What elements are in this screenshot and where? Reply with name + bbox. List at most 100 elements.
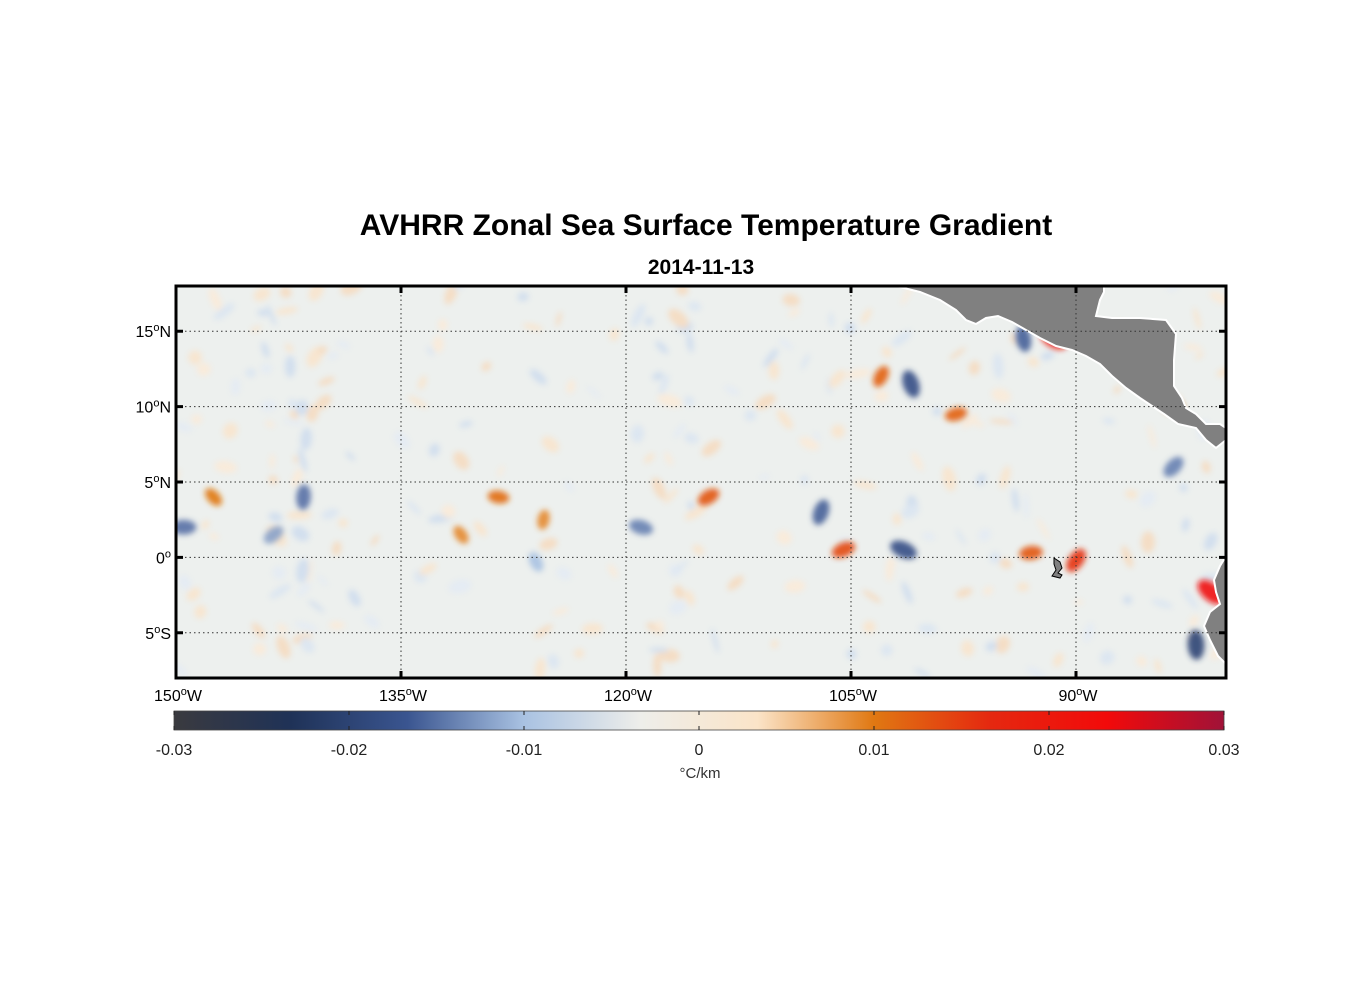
texture-blob (880, 644, 893, 657)
texture-blob (978, 528, 991, 542)
texture-blob (655, 341, 669, 354)
texture-blob (1102, 417, 1115, 425)
texture-blob (370, 534, 380, 546)
texture-blob (522, 323, 543, 331)
texture-blob (438, 319, 448, 331)
texture-blob (481, 361, 492, 372)
texture-blob (659, 374, 670, 395)
texture-blob (727, 575, 744, 591)
texture-blob (332, 541, 342, 556)
texture-blob (534, 657, 546, 678)
texture-blob (214, 460, 238, 474)
texture-blob (574, 648, 584, 659)
map-panel: 150oW 135oW 120oW 105oW 90oW 15oN 10oN 5oN 0o 5o… (136, 284, 1228, 705)
lat-label: 5oN (144, 473, 171, 492)
texture-blob (306, 405, 319, 422)
texture-blob (901, 581, 913, 604)
texture-blob (291, 526, 310, 542)
texture-blob (176, 422, 193, 432)
texture-blob (657, 393, 682, 408)
texture-blob (983, 586, 993, 596)
texture-blob (646, 622, 664, 634)
texture-blob (778, 338, 794, 350)
texture-blob (448, 579, 472, 594)
texture-blob (191, 414, 202, 424)
latitude-labels: 15oN 10oN 5oN 0o 5oS (136, 322, 171, 643)
texture-blob (209, 533, 219, 540)
texture-blob (886, 557, 894, 582)
texture-blob (364, 615, 380, 628)
texture-blob (517, 292, 529, 302)
texture-blob (892, 330, 912, 347)
texture-blob (178, 574, 192, 591)
texture-blob (961, 414, 978, 429)
lon-label: 150oW (154, 686, 203, 705)
texture-blob (275, 306, 299, 315)
texture-blob (552, 607, 569, 616)
texture-blob (1203, 532, 1218, 551)
texture-blob (534, 624, 553, 638)
gradient-feature (873, 365, 889, 388)
texture-blob (1184, 344, 1203, 351)
texture-blob (208, 288, 223, 312)
texture-blob (654, 620, 665, 631)
texture-blob (253, 287, 271, 302)
texture-blob (961, 640, 974, 657)
texture-blob (799, 436, 820, 451)
texture-blob (314, 394, 332, 411)
texture-blob (321, 508, 339, 520)
texture-blob (293, 455, 299, 464)
texture-blob (294, 621, 318, 632)
map-date: 2014-11-13 (648, 256, 754, 279)
texture-blob (296, 558, 310, 583)
texture-blob (547, 654, 560, 669)
texture-blob (758, 474, 770, 480)
texture-blob (768, 361, 780, 380)
texture-blob (1026, 666, 1047, 678)
colorbar-tick-label: -0.01 (506, 742, 543, 759)
gradient-feature (1015, 325, 1032, 352)
lat-label: 10oN (136, 398, 171, 417)
texture-blob (426, 346, 435, 356)
texture-blob (300, 637, 315, 653)
texture-blob (213, 303, 235, 320)
texture-blob (1113, 385, 1121, 394)
texture-blob (459, 421, 473, 428)
gradient-feature (812, 499, 830, 525)
texture-blob (1040, 351, 1055, 361)
texture-blob (250, 325, 262, 332)
texture-blob (669, 600, 687, 615)
texture-blob (992, 353, 1004, 379)
texture-blob (991, 388, 1011, 403)
texture-blob (1154, 658, 1162, 674)
texture-blob (911, 451, 924, 472)
texture-blob (1136, 656, 1147, 667)
texture-blob (230, 378, 241, 396)
gradient-feature (944, 407, 968, 422)
texture-blob (828, 369, 846, 388)
texture-blob (1141, 531, 1155, 553)
texture-blob (280, 286, 292, 298)
texture-blob (630, 425, 645, 443)
texture-blob (763, 348, 779, 368)
texture-blob (285, 343, 293, 353)
texture-blob (298, 447, 308, 473)
colorbar: -0.03 -0.02 -0.01 0 0.01 0.02 0.03 °C/km (156, 710, 1240, 782)
texture-blob (419, 563, 437, 576)
texture-blob (744, 409, 757, 422)
texture-blob (563, 481, 574, 492)
texture-blob (608, 564, 618, 578)
lat-label: 5oS (145, 624, 171, 643)
colorbar-tick-label: 0.03 (1208, 742, 1239, 759)
texture-blob (297, 582, 311, 597)
texture-blob (776, 409, 793, 430)
texture-blob (687, 500, 695, 511)
texture-blob (300, 427, 312, 451)
texture-blob (874, 390, 889, 402)
gradient-feature (831, 541, 856, 558)
texture-blob (999, 465, 1011, 489)
texture-blob (408, 396, 428, 409)
texture-blob (644, 317, 654, 326)
lon-label: 105oW (829, 686, 878, 705)
texture-blob (1083, 622, 1094, 643)
